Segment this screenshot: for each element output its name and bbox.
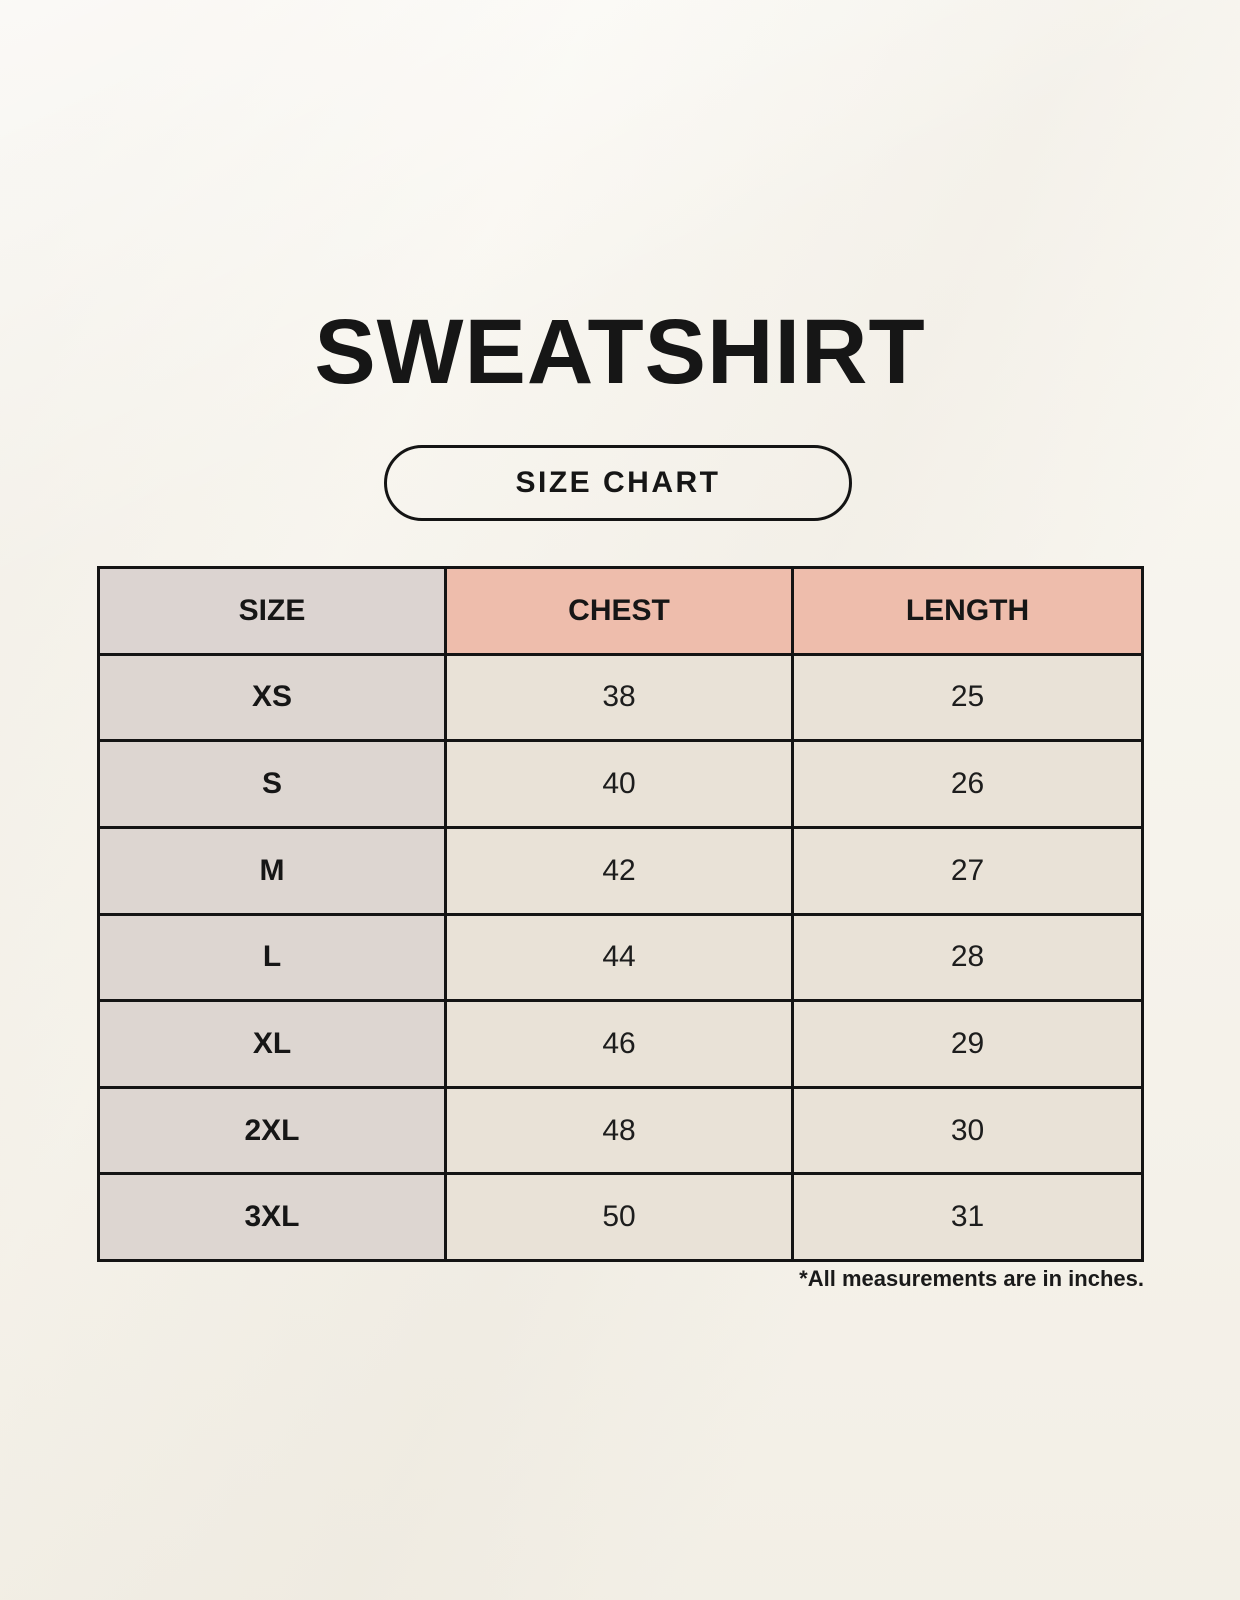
row-length-value: 30 [794, 1088, 1141, 1173]
row-size-label: XL [100, 1002, 447, 1086]
row-length-value: 28 [794, 915, 1141, 1000]
row-size-label: S [100, 742, 447, 826]
row-length-value: 25 [794, 655, 1141, 740]
row-chest-value: 48 [447, 1088, 794, 1173]
size-table: SIZE CHEST LENGTH XS 38 25 S 40 26 M 42 … [97, 566, 1144, 1262]
page-title: SWEATSHIRT [314, 301, 926, 403]
row-chest-value: 44 [447, 915, 794, 1000]
row-size-label: M [100, 828, 447, 913]
table-header-row: SIZE CHEST LENGTH [100, 569, 1141, 656]
row-length-value: 29 [794, 1002, 1141, 1086]
row-size-label: 2XL [100, 1088, 447, 1173]
row-size-label: XS [100, 655, 447, 740]
table-row: L 44 28 [100, 915, 1141, 1003]
row-size-label: 3XL [100, 1175, 447, 1259]
row-length-value: 27 [794, 828, 1141, 913]
size-chart-button-label: SIZE CHART [515, 466, 721, 499]
row-chest-value: 38 [447, 655, 794, 740]
row-chest-value: 40 [447, 742, 794, 826]
table-row: XS 38 25 [100, 655, 1141, 743]
table-row: M 42 27 [100, 828, 1141, 916]
column-header-chest: CHEST [447, 569, 794, 653]
table-row: S 40 26 [100, 742, 1141, 829]
row-chest-value: 46 [447, 1002, 794, 1086]
row-length-value: 31 [794, 1175, 1141, 1259]
table-row: 2XL 48 30 [100, 1088, 1141, 1176]
row-length-value: 26 [794, 742, 1141, 826]
measurements-footnote: *All measurements are in inches. [799, 1266, 1144, 1291]
size-chart-button[interactable]: SIZE CHART [384, 445, 852, 521]
column-header-length: LENGTH [794, 569, 1141, 653]
row-chest-value: 42 [447, 828, 794, 913]
row-size-label: L [100, 915, 447, 1000]
row-chest-value: 50 [447, 1175, 794, 1259]
column-header-size: SIZE [100, 569, 447, 653]
table-row: XL 46 29 [100, 1002, 1141, 1089]
table-row: 3XL 50 31 [100, 1175, 1141, 1259]
